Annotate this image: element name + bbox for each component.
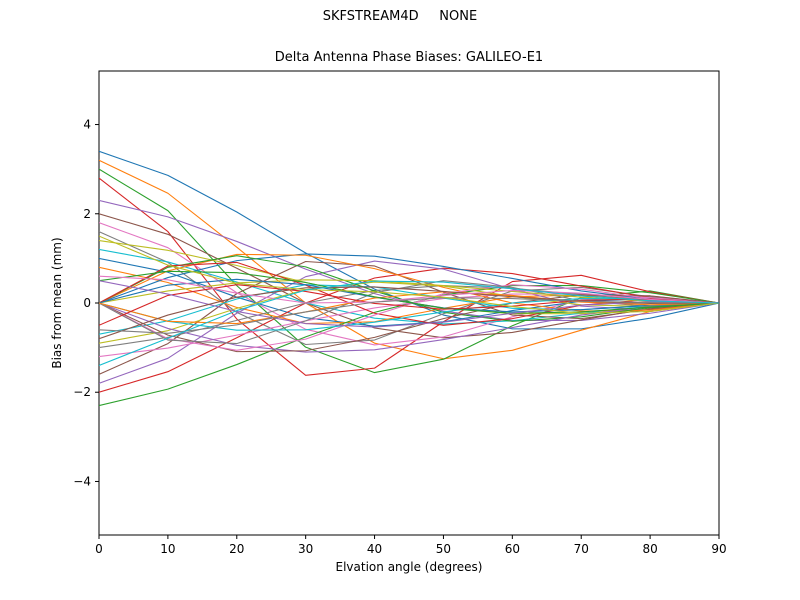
- x-tick-label: 40: [367, 542, 382, 556]
- series-line-s39: [99, 235, 719, 314]
- y-tick-label: −4: [73, 474, 91, 488]
- series-line-s19: [99, 281, 719, 344]
- series-line-s33: [99, 270, 719, 314]
- series-line-s35: [99, 280, 719, 328]
- series-line-s37: [99, 275, 719, 304]
- series-line-s26: [99, 294, 719, 353]
- x-tick-label: 0: [95, 542, 103, 556]
- series-lines: [99, 150, 719, 407]
- series-line-s02: [99, 159, 719, 360]
- x-tick-label: 70: [574, 542, 589, 556]
- x-tick-label: 90: [711, 542, 726, 556]
- x-tick-label: 10: [160, 542, 175, 556]
- y-tick-label: −2: [73, 385, 91, 399]
- x-tick-label: 80: [642, 542, 657, 556]
- series-line-s14: [99, 267, 719, 393]
- axes-title: Delta Antenna Phase Biases: GALILEO-E1: [274, 50, 544, 65]
- x-tick-label: 30: [298, 542, 313, 556]
- y-axis-label: Bias from mean (mm): [50, 237, 64, 369]
- x-axis-label: Elvation angle (degrees): [335, 560, 483, 574]
- axis-ticks: 0 10 20 30 40 50 60 70 80 90 −4 −2 0 2 4: [73, 118, 726, 556]
- y-tick-label: 2: [83, 207, 91, 221]
- y-tick-label: 0: [83, 296, 91, 310]
- series-line-s40: [99, 280, 719, 366]
- figure-title: SKFSTREAM4D NONE: [322, 9, 478, 24]
- series-line-s38: [99, 297, 719, 334]
- series-line-s34: [99, 284, 719, 326]
- series-line-s27: [99, 284, 719, 351]
- x-tick-label: 20: [229, 542, 244, 556]
- series-line-s25: [99, 302, 719, 353]
- series-line-s16: [99, 260, 719, 375]
- x-tick-label: 50: [436, 542, 451, 556]
- x-tick-label: 60: [505, 542, 520, 556]
- y-tick-label: 4: [83, 118, 91, 132]
